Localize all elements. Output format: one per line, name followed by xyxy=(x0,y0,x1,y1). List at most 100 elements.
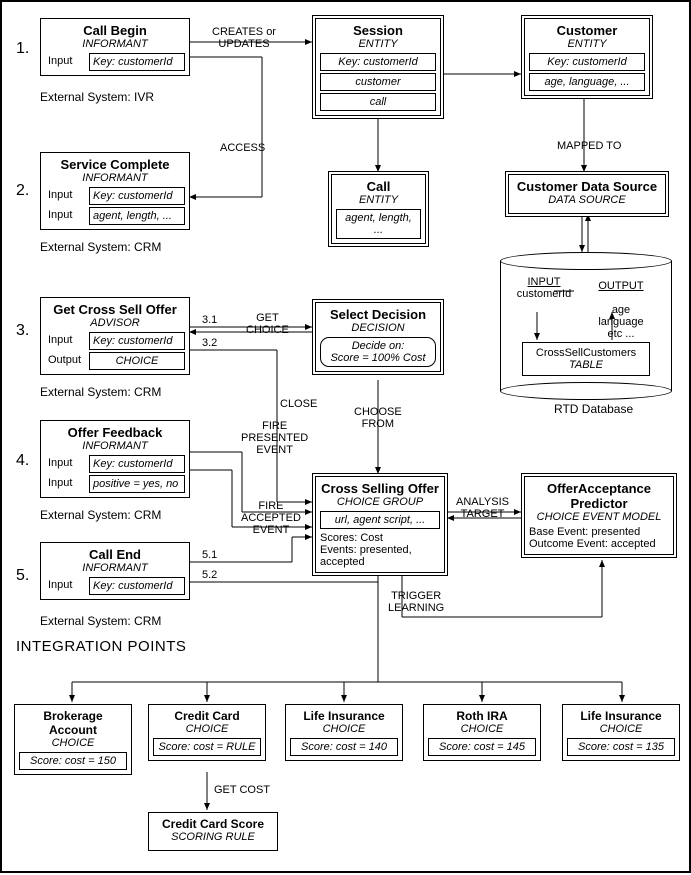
node-call: Call ENTITY agent, length, ... xyxy=(331,174,426,244)
choice-credit-card: Credit Card CHOICE Score: cost = RULE xyxy=(148,704,266,761)
row-number: 3. xyxy=(16,322,29,340)
field-value: Key: customerId xyxy=(89,187,185,205)
node-cross-selling-offer: Cross Selling Offer CHOICE GROUP url, ag… xyxy=(315,476,445,573)
node-get-cross-sell: Get Cross Sell Offer ADVISOR InputKey: c… xyxy=(40,297,190,375)
node-title: Session xyxy=(320,23,436,38)
node-call-end: Call End INFORMANT InputKey: customerId xyxy=(40,542,190,600)
node-subtitle: ENTITY xyxy=(320,38,436,50)
field-value: Key: customerId xyxy=(529,53,645,71)
node-subtitle: DATA SOURCE xyxy=(513,194,661,206)
field-value: age, language, ... xyxy=(529,73,645,91)
node-customer-data-source: Customer Data Source DATA SOURCE xyxy=(508,174,666,214)
edge-label: 5.2 xyxy=(202,569,217,581)
field-value: Key: customerId xyxy=(89,455,185,473)
node-title: Call xyxy=(336,179,421,194)
field-label: Input xyxy=(45,332,89,350)
field-label: Input xyxy=(45,455,89,473)
edge-label: CREATES or UPDATES xyxy=(212,26,276,50)
field-value: Score: cost = 145 xyxy=(428,738,536,756)
node-title: Cross Selling Offer xyxy=(320,481,440,496)
node-session: Session ENTITY Key: customerId customer … xyxy=(315,18,441,116)
edge-label: 3.2 xyxy=(202,337,217,349)
node-subtitle: SCORING RULE xyxy=(153,831,273,843)
field-value: Score: cost = 150 xyxy=(19,752,127,770)
node-customer: Customer ENTITY Key: customerId age, lan… xyxy=(524,18,650,96)
detail-text: Scores: Cost xyxy=(320,532,440,544)
node-offer-acceptance-predictor: OfferAcceptance Predictor CHOICE EVENT M… xyxy=(524,476,674,555)
field-value: agent, length, ... xyxy=(89,207,185,225)
node-title: Service Complete xyxy=(45,157,185,172)
field-label: Input xyxy=(45,207,89,225)
node-subtitle: CHOICE xyxy=(290,723,398,735)
choice-life-insurance-1: Life Insurance CHOICE Score: cost = 140 xyxy=(285,704,403,761)
edge-label: CLOSE xyxy=(280,398,317,410)
section-header: INTEGRATION POINTS xyxy=(16,638,186,655)
node-subtitle: INFORMANT xyxy=(45,562,185,574)
external-system-label: External System: CRM xyxy=(40,240,161,254)
detail-text: Outcome Event: accepted xyxy=(529,538,669,550)
row-number: 5. xyxy=(16,567,29,585)
table-type: TABLE xyxy=(527,359,645,371)
node-subtitle: CHOICE xyxy=(19,737,127,749)
node-call-begin: Call Begin INFORMANT InputKey: customerI… xyxy=(40,18,190,76)
field-value: Score: cost = 135 xyxy=(567,738,675,756)
node-title: Credit Card Score xyxy=(153,817,273,831)
field-value: positive = yes, no xyxy=(89,475,185,493)
detail-text: Base Event: presented xyxy=(529,526,669,538)
table-name: CrossSellCustomers xyxy=(527,347,645,359)
row-number: 4. xyxy=(16,452,29,470)
node-title: Select Decision xyxy=(320,307,436,322)
edge-label: ACCESS xyxy=(220,142,265,154)
field-value: Key: customerId xyxy=(89,53,185,71)
node-subtitle: INFORMANT xyxy=(45,38,185,50)
field-value: Key: customerId xyxy=(320,53,436,71)
db-input-label: INPUT customerId xyxy=(514,276,574,300)
db-caption: RTD Database xyxy=(554,402,633,416)
edge-label: 3.1 xyxy=(202,314,217,326)
field-value: agent, length, ... xyxy=(336,209,421,239)
node-subtitle: CHOICE xyxy=(567,723,675,735)
edge-label: GET CHOICE xyxy=(246,312,289,336)
field-value: Score: cost = 140 xyxy=(290,738,398,756)
node-subtitle: INFORMANT xyxy=(45,440,185,452)
node-title: Customer xyxy=(529,23,645,38)
node-title: Get Cross Sell Offer xyxy=(45,302,185,317)
decision-rule: Decide on: Score = 100% Cost xyxy=(320,337,436,367)
field-value: CHOICE xyxy=(89,352,185,370)
node-subtitle: CHOICE EVENT MODEL xyxy=(529,511,669,523)
node-subtitle: INFORMANT xyxy=(45,172,185,184)
field-value: Key: customerId xyxy=(89,577,185,595)
node-subtitle: CHOICE xyxy=(153,723,261,735)
field-value: url, agent script, ... xyxy=(320,511,440,529)
node-subtitle: ENTITY xyxy=(529,38,645,50)
edge-label: GET COST xyxy=(214,784,270,796)
node-title: Life Insurance xyxy=(567,709,675,723)
node-credit-card-score: Credit Card Score SCORING RULE xyxy=(148,812,278,851)
field-value: call xyxy=(320,93,436,111)
node-subtitle: ADVISOR xyxy=(45,317,185,329)
node-title: Brokerage Account xyxy=(19,709,127,737)
node-title: Customer Data Source xyxy=(513,179,661,194)
row-number: 2. xyxy=(16,182,29,200)
field-label: Input xyxy=(45,475,89,493)
node-subtitle: CHOICE GROUP xyxy=(320,496,440,508)
node-title: Roth IRA xyxy=(428,709,536,723)
diagram-canvas: 1. 2. 3. 4. 5. Call Begin INFORMANT Inpu… xyxy=(0,0,691,873)
detail-text: Events: presented, accepted xyxy=(320,544,440,568)
node-select-decision: Select Decision DECISION Decide on: Scor… xyxy=(315,302,441,372)
node-title: OfferAcceptance Predictor xyxy=(529,481,669,511)
node-offer-feedback: Offer Feedback INFORMANT InputKey: custo… xyxy=(40,420,190,498)
field-label: Input xyxy=(45,187,89,205)
db-table: CrossSellCustomers TABLE xyxy=(522,342,650,376)
node-title: Life Insurance xyxy=(290,709,398,723)
external-system-label: External System: IVR xyxy=(40,90,154,104)
node-subtitle: DECISION xyxy=(320,322,436,334)
node-subtitle: CHOICE xyxy=(428,723,536,735)
external-system-label: External System: CRM xyxy=(40,614,161,628)
external-system-label: External System: CRM xyxy=(40,508,161,522)
choice-roth-ira: Roth IRA CHOICE Score: cost = 145 xyxy=(423,704,541,761)
field-label: Output xyxy=(45,352,89,370)
node-title: Call End xyxy=(45,547,185,562)
edge-label: CHOOSE FROM xyxy=(354,406,402,430)
node-title: Credit Card xyxy=(153,709,261,723)
